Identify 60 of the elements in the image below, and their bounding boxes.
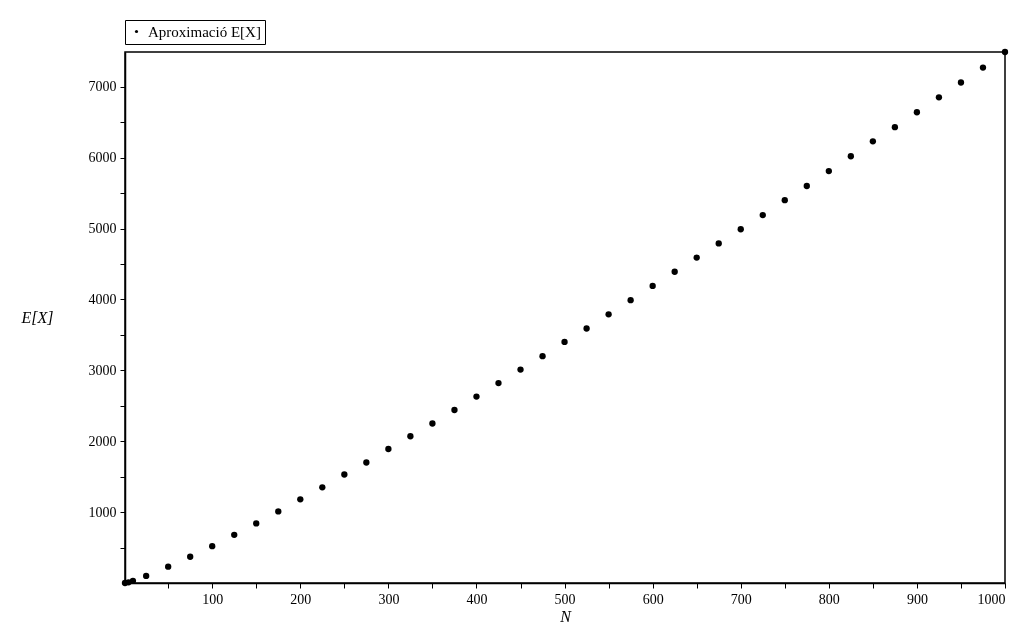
point [671, 268, 678, 275]
point [803, 182, 810, 190]
x-tick-label: 900 [906, 591, 928, 607]
point [341, 471, 348, 478]
point [737, 226, 744, 233]
x-tick-label: 100 [202, 591, 224, 607]
point [781, 197, 788, 204]
point [473, 393, 480, 400]
point [363, 459, 370, 466]
point [451, 406, 458, 414]
point [913, 109, 921, 116]
x-tick-label: 700 [730, 591, 752, 607]
point [979, 64, 987, 71]
point [539, 352, 546, 360]
x-axis-title: N [559, 607, 573, 625]
point [715, 240, 722, 247]
y-tick-label: 7000 [88, 79, 117, 95]
y-tick-label: 6000 [88, 150, 117, 166]
point [561, 338, 568, 346]
point [319, 484, 326, 491]
point [1001, 48, 1009, 56]
point [869, 138, 877, 145]
x-tick-label: 1000 [977, 591, 1006, 607]
x-tick-label: 300 [378, 591, 400, 607]
point [429, 420, 436, 427]
point [231, 531, 238, 538]
point [693, 254, 700, 261]
point [891, 123, 899, 131]
point [142, 572, 150, 580]
y-tick-label: 3000 [88, 362, 117, 378]
x-tick-label: 400 [466, 591, 488, 607]
point [825, 167, 832, 175]
point [385, 445, 392, 453]
y-tick-label: 2000 [88, 433, 117, 449]
point [847, 153, 855, 160]
point [517, 366, 524, 373]
point [187, 553, 194, 560]
x-tick-label: 200 [290, 591, 312, 607]
point [253, 520, 260, 527]
y-tick-label: 5000 [88, 221, 117, 237]
point [605, 311, 612, 318]
y-axis-title: E[X] [20, 308, 54, 326]
point [957, 79, 965, 86]
point [165, 563, 172, 570]
x-tick-label: 600 [642, 591, 664, 607]
point [495, 379, 502, 387]
point [209, 542, 216, 550]
point [649, 282, 656, 290]
point [275, 508, 282, 515]
x-tick-label: 500 [554, 591, 576, 607]
point [935, 94, 943, 101]
y-tick-label: 4000 [88, 291, 117, 307]
y-tick-label: 1000 [88, 504, 117, 520]
point [583, 325, 590, 332]
text: Aproximació E[X] [148, 23, 261, 40]
point [627, 296, 634, 304]
x-tick-label: 800 [818, 591, 840, 607]
point [297, 496, 304, 503]
point [759, 211, 766, 219]
point [407, 433, 414, 440]
